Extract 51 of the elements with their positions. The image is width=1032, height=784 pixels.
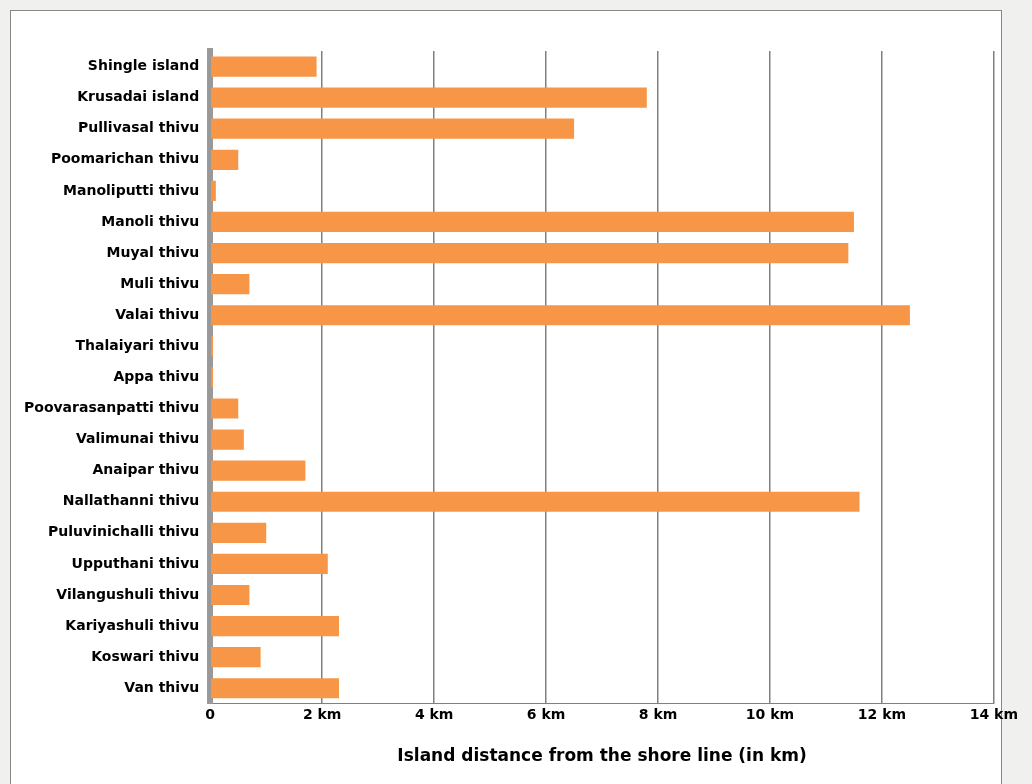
y-tick-label: Pullivasal thivu	[78, 119, 200, 136]
y-tick-label: Puluvinichalli thivu	[48, 523, 200, 540]
y-tick-label: Upputhani thivu	[71, 554, 200, 571]
bar	[211, 553, 328, 575]
y-tick-label: Manoliputti thivu	[63, 181, 200, 198]
bar	[211, 56, 317, 77]
bar	[211, 367, 214, 388]
x-tick-label: 6 km	[526, 705, 566, 722]
y-tick-label: Valimunai thivu	[75, 430, 200, 447]
y-tick-label: Valai thivu	[115, 305, 200, 322]
bar	[211, 522, 267, 543]
bar	[211, 87, 647, 108]
x-tick-label: 14 km	[969, 705, 1019, 722]
bar	[211, 615, 339, 637]
bar	[211, 305, 910, 326]
bar	[211, 274, 250, 295]
bar	[211, 242, 849, 264]
bar	[211, 180, 216, 201]
y-tick-label: Appa thivu	[113, 368, 200, 385]
bar	[211, 149, 239, 170]
bar	[211, 336, 214, 357]
y-tick-label: Van thivu	[124, 678, 200, 695]
x-axis-title: Island distance from the shore line (in km)	[397, 745, 807, 766]
x-tick-label: 0	[205, 705, 216, 722]
bar	[211, 460, 306, 481]
y-tick-label: Thalaiyari thivu	[75, 336, 200, 353]
x-tick-label: 2 km	[302, 705, 342, 722]
y-tick-label: Vilangushuli thivu	[56, 585, 200, 602]
y-tick-label: Koswari thivu	[91, 647, 200, 664]
y-tick-label: Manoli thivu	[101, 212, 200, 229]
bar	[211, 584, 250, 606]
bar	[211, 429, 244, 450]
x-tick-label: 4 km	[414, 705, 454, 722]
y-tick-label: Anaipar thivu	[92, 461, 200, 478]
bar	[211, 647, 261, 668]
y-tick-label: Muyal thivu	[106, 243, 200, 260]
y-tick-label: Krusadai island	[77, 88, 200, 105]
x-tick-label: 12 km	[857, 705, 907, 722]
y-tick-label: Muli thivu	[120, 274, 200, 291]
x-tick-label: 10 km	[745, 705, 795, 722]
bar	[211, 118, 575, 139]
y-tick-label: Poomarichan thivu	[50, 150, 200, 167]
bar	[211, 491, 860, 512]
y-tick-label: Kariyashuli thivu	[65, 616, 200, 633]
y-tick-label: Shingle island	[87, 57, 200, 74]
x-tick-label: 8 km	[638, 705, 678, 722]
y-tick-label: Nallathanni thivu	[62, 492, 200, 509]
bar	[211, 398, 239, 419]
bar	[211, 211, 854, 233]
bar	[211, 678, 339, 699]
y-tick-label: Poovarasanpatti thivu	[24, 399, 200, 416]
